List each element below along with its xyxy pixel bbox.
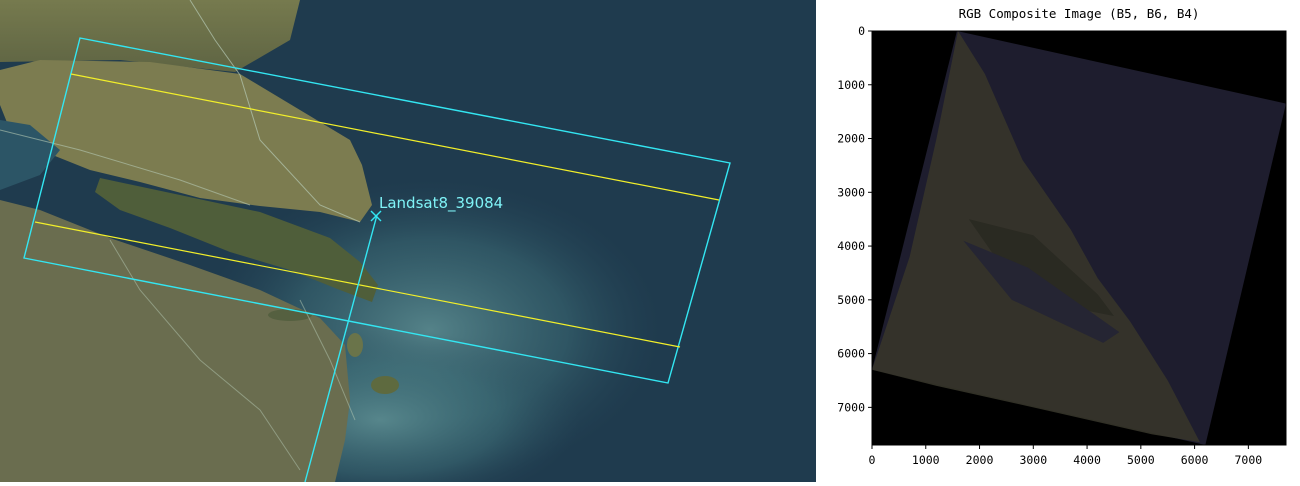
y-axis: 0 1000 2000 3000 4000 5000 6000 7000 (837, 24, 872, 414)
satellite-map[interactable]: Landsat8_39084 (0, 0, 816, 482)
axes-frame (871, 30, 1287, 446)
x-tick-label: 3000 (1019, 453, 1047, 467)
y-tick-label: 2000 (837, 132, 865, 146)
path-line (304, 214, 378, 482)
scan-line-south (34, 221, 681, 348)
chongming-island (0, 60, 372, 222)
map-canvas[interactable]: Landsat8_39084 (0, 0, 816, 482)
scene-land (872, 31, 1200, 443)
x-tick-label: 0 (869, 453, 876, 467)
x-axis: 0 1000 2000 3000 4000 5000 6000 7000 (869, 445, 1263, 467)
x-tick-label: 7000 (1235, 453, 1263, 467)
rgb-composite-plot: RGB Composite Image (B5, B6, B4) 0 1000 20… (816, 0, 1300, 482)
x-tick-label: 6000 (1181, 453, 1209, 467)
x-tick-label: 4000 (1073, 453, 1101, 467)
x-tick-label: 5000 (1127, 453, 1155, 467)
small-island (371, 376, 399, 394)
x-marker-icon[interactable] (370, 210, 382, 222)
scene-label: Landsat8_39084 (379, 194, 503, 213)
y-tick-label: 6000 (837, 347, 865, 361)
boundary-line (189, 0, 361, 223)
y-tick-label: 1000 (837, 78, 865, 92)
small-island (347, 333, 363, 357)
y-tick-label: 7000 (837, 400, 865, 414)
scene-footprint[interactable] (23, 37, 731, 384)
plot-canvas: RGB Composite Image (B5, B6, B4) 0 1000 20… (837, 6, 1287, 467)
scan-line-north (70, 73, 720, 201)
y-tick-label: 5000 (837, 293, 865, 307)
middle-island (95, 178, 378, 302)
estuary-water (0, 120, 60, 190)
scene-island (963, 240, 1120, 343)
y-tick-label: 0 (858, 24, 865, 38)
x-tick-label: 1000 (912, 453, 940, 467)
x-tick-label: 2000 (966, 453, 994, 467)
y-tick-label: 3000 (837, 185, 865, 199)
scene-island (968, 219, 1114, 316)
plot-title: RGB Composite Image (B5, B6, B4) (959, 6, 1200, 21)
y-tick-label: 4000 (837, 239, 865, 253)
